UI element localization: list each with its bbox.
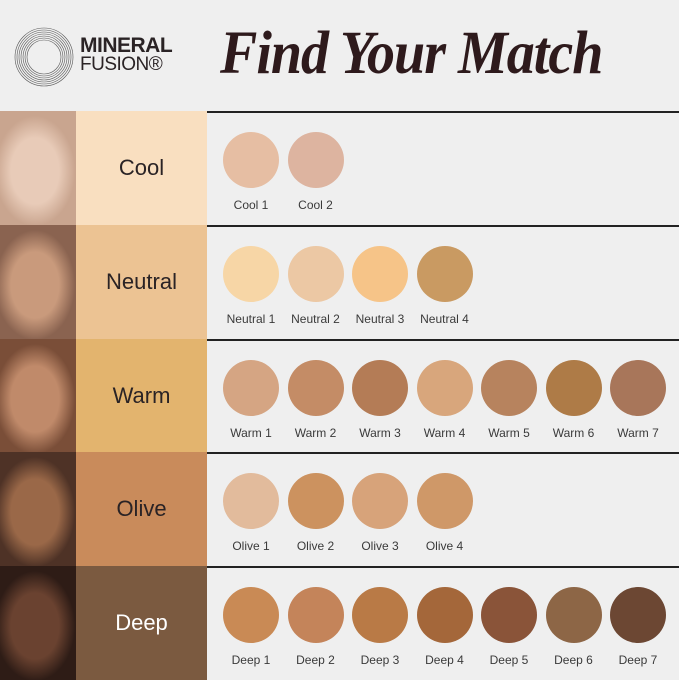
swatch-color[interactable] <box>352 360 408 416</box>
shade-swatch[interactable]: Deep 3 <box>348 587 412 667</box>
shade-row-cool: Cool Cool 1 Cool 2 <box>0 111 679 225</box>
undertone-label: Neutral <box>76 225 207 339</box>
undertone-label: Olive <box>76 452 207 566</box>
swatch-color[interactable] <box>223 132 279 188</box>
row-divider <box>207 566 679 568</box>
model-face-image <box>0 566 76 680</box>
shade-swatch[interactable]: Neutral 3 <box>348 246 412 326</box>
shade-swatch[interactable]: Warm 1 <box>219 360 283 440</box>
model-face-image <box>0 225 76 339</box>
shade-swatch[interactable]: Olive 3 <box>348 473 412 553</box>
swatch-name: Deep 6 <box>554 653 593 667</box>
shade-swatch[interactable]: Deep 6 <box>542 587 606 667</box>
shade-swatch[interactable]: Deep 5 <box>477 587 541 667</box>
swatch-color[interactable] <box>352 587 408 643</box>
undertone-label: Warm <box>76 339 207 453</box>
shade-row-neutral: Neutral Neutral 1 Neutral 2 Neutral 3 Ne… <box>0 225 679 339</box>
row-divider <box>207 452 679 454</box>
swatch-name: Warm 2 <box>294 426 337 440</box>
swatch-name: Olive 4 <box>425 539 464 553</box>
row-divider <box>207 111 679 113</box>
shade-swatch[interactable]: Neutral 1 <box>219 246 283 326</box>
shade-swatch[interactable]: Warm 5 <box>477 360 541 440</box>
row-divider <box>207 225 679 227</box>
swatch-color[interactable] <box>545 587 602 643</box>
swatch-name: Neutral 3 <box>355 312 405 326</box>
swatch-name: Warm 6 <box>552 426 595 440</box>
swatch-name: Cool 2 <box>298 198 333 212</box>
swatch-name: Deep 5 <box>489 653 529 667</box>
shade-swatch[interactable]: Deep 2 <box>284 587 348 667</box>
shade-swatch[interactable]: Warm 2 <box>284 360 348 440</box>
model-face-image <box>0 452 76 566</box>
swatch-color[interactable] <box>223 246 279 302</box>
undertone-label: Cool <box>76 111 207 225</box>
swatch-color[interactable] <box>223 360 279 416</box>
undertone-label: Deep <box>76 566 207 680</box>
shade-row-deep: Deep Deep 1 Deep 2 Deep 3 Deep 4 Deep 5 … <box>0 566 679 680</box>
swatch-color[interactable] <box>287 587 344 643</box>
swatch-color[interactable] <box>287 473 344 529</box>
swatch-color[interactable] <box>287 246 344 302</box>
swatch-color[interactable] <box>416 246 473 302</box>
shade-swatch[interactable]: Cool 1 <box>219 132 283 212</box>
swatch-color[interactable] <box>610 360 666 416</box>
swatch-name: Warm 4 <box>423 426 466 440</box>
swatch-name: Warm 5 <box>488 426 530 440</box>
shade-swatch[interactable]: Olive 2 <box>284 473 348 553</box>
brand-logo: MINERAL FUSION® <box>80 34 173 75</box>
swatch-name: Deep 4 <box>425 653 464 667</box>
swatch-color[interactable] <box>610 587 666 643</box>
shade-swatch[interactable]: Deep 4 <box>413 587 477 667</box>
swatch-color[interactable] <box>416 360 473 416</box>
swatch-color[interactable] <box>416 473 473 529</box>
shade-row-olive: Olive Olive 1 Olive 2 Olive 3 Olive 4 <box>0 452 679 566</box>
swatch-name: Deep 7 <box>618 653 658 667</box>
shade-swatch[interactable]: Warm 4 <box>413 360 477 440</box>
model-face-image <box>0 339 76 453</box>
shade-row-warm: Warm Warm 1 Warm 2 Warm 3 Warm 4 Warm 5 … <box>0 339 679 453</box>
swatch-color[interactable] <box>545 360 602 416</box>
swatch-color[interactable] <box>287 132 344 188</box>
swatch-color[interactable] <box>416 587 473 643</box>
shade-swatch[interactable]: Neutral 2 <box>284 246 348 326</box>
swatch-name: Cool 1 <box>233 198 269 212</box>
shade-swatch[interactable]: Olive 1 <box>219 473 283 553</box>
shade-swatch[interactable]: Cool 2 <box>284 132 348 212</box>
swatch-name: Olive 1 <box>232 539 270 553</box>
shade-swatch[interactable]: Warm 6 <box>542 360 606 440</box>
swatch-name: Deep 3 <box>360 653 400 667</box>
brand-line1: MINERAL <box>80 34 173 57</box>
swatch-name: Warm 3 <box>359 426 401 440</box>
shade-swatch[interactable]: Olive 4 <box>413 473 477 553</box>
row-divider <box>207 339 679 341</box>
swatch-name: Neutral 2 <box>291 312 340 326</box>
swatch-name: Neutral 4 <box>420 312 469 326</box>
header: MINERAL FUSION® Find Your Match <box>0 0 679 111</box>
swatch-color[interactable] <box>481 587 537 643</box>
swatch-name: Warm 1 <box>230 426 272 440</box>
brand-line2: FUSION® <box>80 54 163 75</box>
swatch-name: Deep 1 <box>231 653 271 667</box>
swatch-color[interactable] <box>352 246 408 302</box>
swatch-name: Deep 2 <box>296 653 335 667</box>
swatch-name: Neutral 1 <box>226 312 276 326</box>
shade-swatch[interactable]: Deep 7 <box>606 587 670 667</box>
shade-swatch[interactable]: Warm 7 <box>606 360 670 440</box>
model-face-image <box>0 111 76 225</box>
shade-swatch[interactable]: Neutral 4 <box>413 246 477 326</box>
swatch-name: Olive 2 <box>296 539 335 553</box>
swatch-name: Warm 7 <box>617 426 659 440</box>
shade-swatch[interactable]: Warm 3 <box>348 360 412 440</box>
swatch-name: Olive 3 <box>361 539 399 553</box>
swatch-color[interactable] <box>223 587 279 643</box>
brand-logo-icon <box>14 27 74 87</box>
shade-swatch[interactable]: Deep 1 <box>219 587 283 667</box>
page-title: Find Your Match <box>220 19 603 88</box>
swatch-color[interactable] <box>287 360 344 416</box>
swatch-color[interactable] <box>352 473 408 529</box>
swatch-color[interactable] <box>223 473 279 529</box>
swatch-color[interactable] <box>481 360 537 416</box>
